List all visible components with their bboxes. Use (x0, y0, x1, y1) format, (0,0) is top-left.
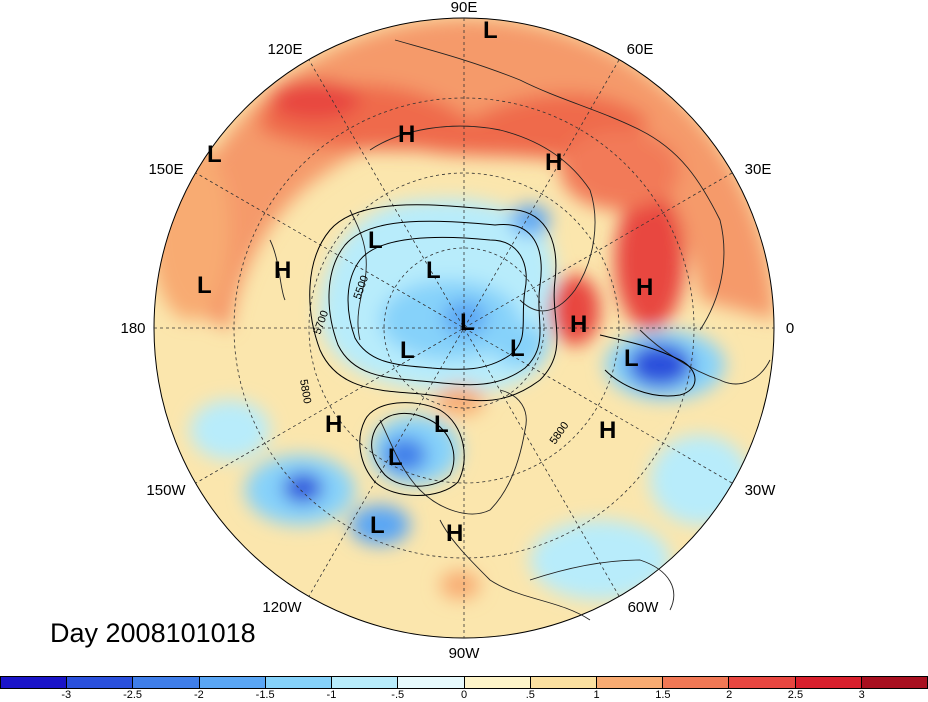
coastlines (269, 39, 771, 621)
pressure-center-low: L (388, 444, 403, 471)
colorbar-tick-label: -2.5 (123, 689, 143, 701)
colorbar-segment (265, 676, 333, 689)
colorbar-labels: -3 -2.5 -2 -1.5 -1 -.5 0 .5 1 1.5 2 2.5 3 (0, 689, 928, 702)
lon-label-60w: 60W (628, 599, 660, 616)
contour-label: 5800 (297, 378, 313, 404)
colorbar-tick-label: 2.5 (787, 689, 804, 701)
pressure-center-high: H (545, 149, 562, 176)
colorbar-segment (663, 676, 730, 689)
colorbar-segment (133, 676, 200, 689)
pressure-centers: L H H L L H L L H L H L L L H L L H H L (197, 17, 653, 547)
colorbar-tick-label: 0 (460, 689, 468, 701)
colorbar-tick-label: -1 (326, 689, 337, 701)
pressure-center-high: H (398, 121, 415, 148)
colorbar-tick-label: 1.5 (655, 689, 671, 701)
longitude-labels: 90E 60E 30E 0 30W 60W 90W 120W 150W 180 … (120, 0, 794, 662)
pressure-center-low: L (624, 345, 639, 372)
pressure-center-low: L (207, 141, 222, 168)
lon-label-180: 180 (120, 320, 145, 337)
pressure-center-low: L (400, 337, 415, 364)
pressure-center-low: L (460, 309, 475, 336)
lon-label-150w: 150W (146, 482, 186, 499)
pressure-center-low: L (370, 512, 385, 539)
lon-label-30e: 30E (745, 161, 772, 178)
pressure-center-high: H (599, 417, 616, 444)
date-label: Day 2008101018 (50, 618, 256, 648)
colorbar-tick-label: .5 (525, 689, 535, 701)
lon-label-90w: 90W (449, 645, 481, 662)
colorbar-tick-label: 3 (858, 689, 865, 701)
pressure-center-low: L (510, 335, 525, 362)
colorbar-segment (67, 676, 134, 689)
pressure-center-low: L (426, 257, 441, 284)
colorbar-segment (332, 676, 399, 689)
colorbar-frame (0, 676, 928, 689)
colorbar-segment (0, 676, 68, 689)
pressure-center-high: H (636, 274, 653, 301)
colorbar-segment (729, 676, 796, 689)
lon-label-120w: 120W (262, 599, 302, 616)
colorbar-tick-label: -3 (61, 689, 72, 701)
pressure-center-low: L (368, 227, 383, 254)
lon-label-90e: 90E (451, 0, 478, 16)
colorbar-tick-label: -.5 (391, 689, 405, 701)
lon-label-30w: 30W (745, 482, 777, 499)
colorbar-segment (596, 676, 664, 689)
colorbar-segment (464, 676, 531, 689)
height-contours (309, 204, 696, 496)
colorbar-tick-label: -2 (193, 689, 204, 701)
pressure-center-high: H (570, 311, 587, 338)
colorbar-segment (199, 676, 266, 689)
colorbar-tick-label: 1 (593, 689, 600, 701)
pressure-center-low: L (434, 411, 449, 438)
lon-label-0: 0 (786, 320, 794, 337)
colorbar-segment (795, 676, 862, 689)
colorbar-tick-label: 2 (726, 689, 733, 701)
lon-label-150e: 150E (148, 161, 183, 178)
lon-label-120e: 120E (267, 41, 302, 58)
pressure-center-high: H (274, 257, 291, 284)
colorbar-segment (398, 676, 465, 689)
pressure-center-low: L (197, 272, 212, 299)
pressure-center-high: H (446, 520, 463, 547)
lon-label-60e: 60E (627, 41, 654, 58)
graticule (154, 18, 774, 638)
pressure-center-low: L (483, 17, 498, 44)
colorbar-tick-label: -1.5 (255, 689, 275, 701)
pressure-center-high: H (325, 411, 342, 438)
colorbar (0, 676, 928, 689)
colorbar-segment (530, 676, 597, 689)
